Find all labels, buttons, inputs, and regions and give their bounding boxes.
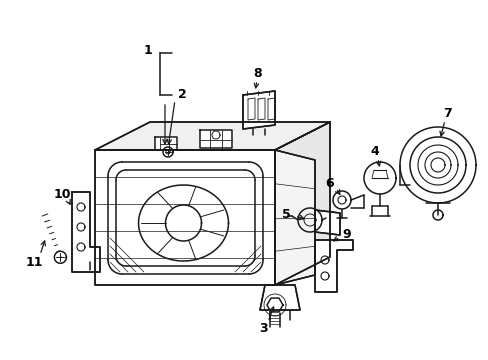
- Text: 2: 2: [177, 87, 186, 100]
- Text: 6: 6: [325, 176, 334, 189]
- Polygon shape: [260, 285, 299, 310]
- Text: 4: 4: [370, 144, 379, 158]
- Polygon shape: [72, 192, 100, 272]
- Text: 3: 3: [258, 321, 267, 334]
- Polygon shape: [155, 137, 177, 150]
- Text: 11: 11: [25, 256, 42, 269]
- Text: 1: 1: [143, 44, 152, 57]
- Text: 8: 8: [253, 67, 262, 80]
- Text: 9: 9: [342, 228, 350, 240]
- Polygon shape: [314, 240, 352, 292]
- Polygon shape: [243, 91, 274, 129]
- Polygon shape: [200, 130, 231, 148]
- Polygon shape: [95, 122, 329, 150]
- Polygon shape: [314, 210, 339, 235]
- Polygon shape: [274, 122, 329, 285]
- Text: 10: 10: [53, 188, 71, 201]
- Polygon shape: [274, 150, 314, 285]
- Polygon shape: [95, 150, 274, 285]
- Text: 7: 7: [443, 107, 451, 120]
- Text: 5: 5: [281, 207, 290, 220]
